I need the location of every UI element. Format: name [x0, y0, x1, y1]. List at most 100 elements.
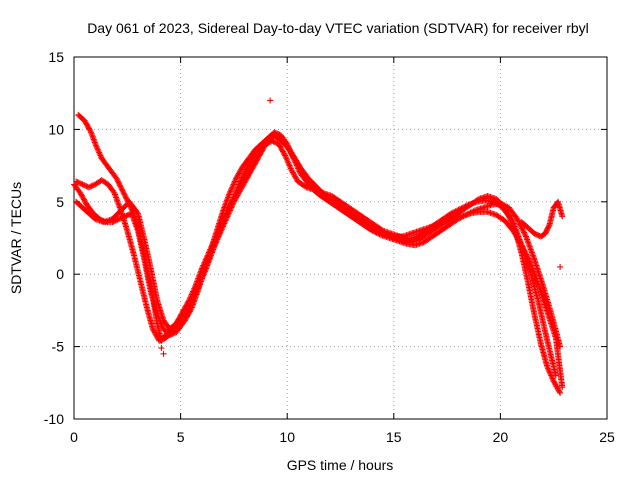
data-point	[241, 179, 248, 186]
data-point	[87, 183, 94, 190]
data-point	[122, 193, 129, 200]
data-point	[182, 313, 189, 320]
data-point	[183, 311, 190, 318]
data-point	[97, 152, 104, 159]
y-tick-label: -5	[52, 339, 65, 355]
data-point	[223, 216, 230, 223]
data-point	[109, 219, 116, 226]
data-point	[267, 97, 274, 104]
data-point	[208, 249, 215, 256]
data-point	[227, 207, 234, 214]
data-point	[82, 199, 89, 206]
data-point	[116, 182, 123, 189]
data-point	[233, 175, 240, 182]
data-point	[372, 226, 379, 233]
data-point	[160, 350, 167, 357]
data-point	[552, 380, 559, 387]
data-point	[78, 192, 85, 199]
data-point	[97, 216, 104, 223]
data-point	[244, 174, 251, 181]
data-point	[524, 254, 531, 261]
data-point	[260, 146, 267, 153]
x-tick-label: 10	[279, 429, 295, 445]
data-point	[151, 328, 158, 335]
data-point	[213, 237, 220, 244]
data-point	[88, 183, 95, 190]
data-point	[259, 147, 266, 154]
data-point	[525, 256, 532, 263]
data-point	[283, 156, 290, 163]
data-point	[215, 233, 222, 240]
data-point	[216, 230, 223, 237]
data-point	[500, 201, 507, 208]
data-point	[239, 183, 246, 190]
data-point	[168, 331, 175, 338]
data-point	[557, 263, 564, 270]
data-point	[201, 265, 208, 272]
data-point	[279, 147, 286, 154]
data-point	[242, 176, 249, 183]
data-point	[224, 213, 231, 220]
data-point	[179, 320, 186, 327]
data-point	[252, 160, 259, 167]
data-point	[152, 331, 159, 338]
data-point	[199, 269, 206, 276]
data-point	[281, 151, 288, 158]
data-point	[214, 236, 221, 243]
data-point	[520, 244, 527, 251]
data-point	[207, 252, 214, 259]
data-point	[92, 140, 99, 147]
data-point	[235, 171, 242, 178]
data-point	[270, 138, 277, 145]
data-point	[231, 178, 238, 185]
data-point	[79, 181, 86, 188]
data-point	[293, 175, 300, 182]
data-point	[200, 266, 207, 273]
data-point	[100, 217, 107, 224]
data-point	[240, 182, 247, 189]
data-point	[74, 179, 81, 186]
y-tick-label: 5	[56, 194, 64, 210]
data-point	[545, 366, 552, 373]
data-point	[229, 184, 236, 191]
data-point	[236, 169, 243, 176]
data-point	[515, 217, 522, 224]
data-point	[173, 320, 180, 327]
data-point	[158, 321, 165, 328]
data-point	[250, 162, 257, 169]
data-point	[232, 196, 239, 203]
data-point	[207, 250, 214, 257]
data-point	[157, 337, 164, 344]
data-point	[154, 333, 161, 340]
data-point	[227, 188, 234, 195]
data-points	[71, 97, 566, 396]
data-point	[154, 311, 161, 318]
data-point	[277, 143, 284, 150]
data-point	[184, 310, 191, 317]
data-point	[209, 248, 216, 255]
data-point	[85, 124, 92, 131]
data-point	[531, 230, 538, 237]
data-point	[522, 250, 529, 257]
data-point	[517, 240, 524, 247]
data-point	[553, 383, 560, 390]
data-point	[202, 263, 209, 270]
data-point	[185, 307, 192, 314]
data-point	[522, 248, 528, 255]
data-point	[170, 330, 177, 337]
plot-frame	[73, 56, 608, 420]
data-point	[204, 259, 211, 266]
data-point	[182, 303, 189, 310]
data-point	[177, 312, 184, 319]
data-point	[243, 175, 250, 182]
data-point	[546, 369, 553, 376]
data-point	[206, 253, 213, 260]
data-point	[290, 170, 297, 177]
data-point	[518, 224, 525, 231]
data-point	[532, 231, 539, 238]
data-point	[221, 219, 228, 226]
data-point	[149, 326, 156, 333]
data-point	[218, 226, 225, 233]
data-point	[122, 213, 129, 220]
data-point	[174, 317, 181, 324]
